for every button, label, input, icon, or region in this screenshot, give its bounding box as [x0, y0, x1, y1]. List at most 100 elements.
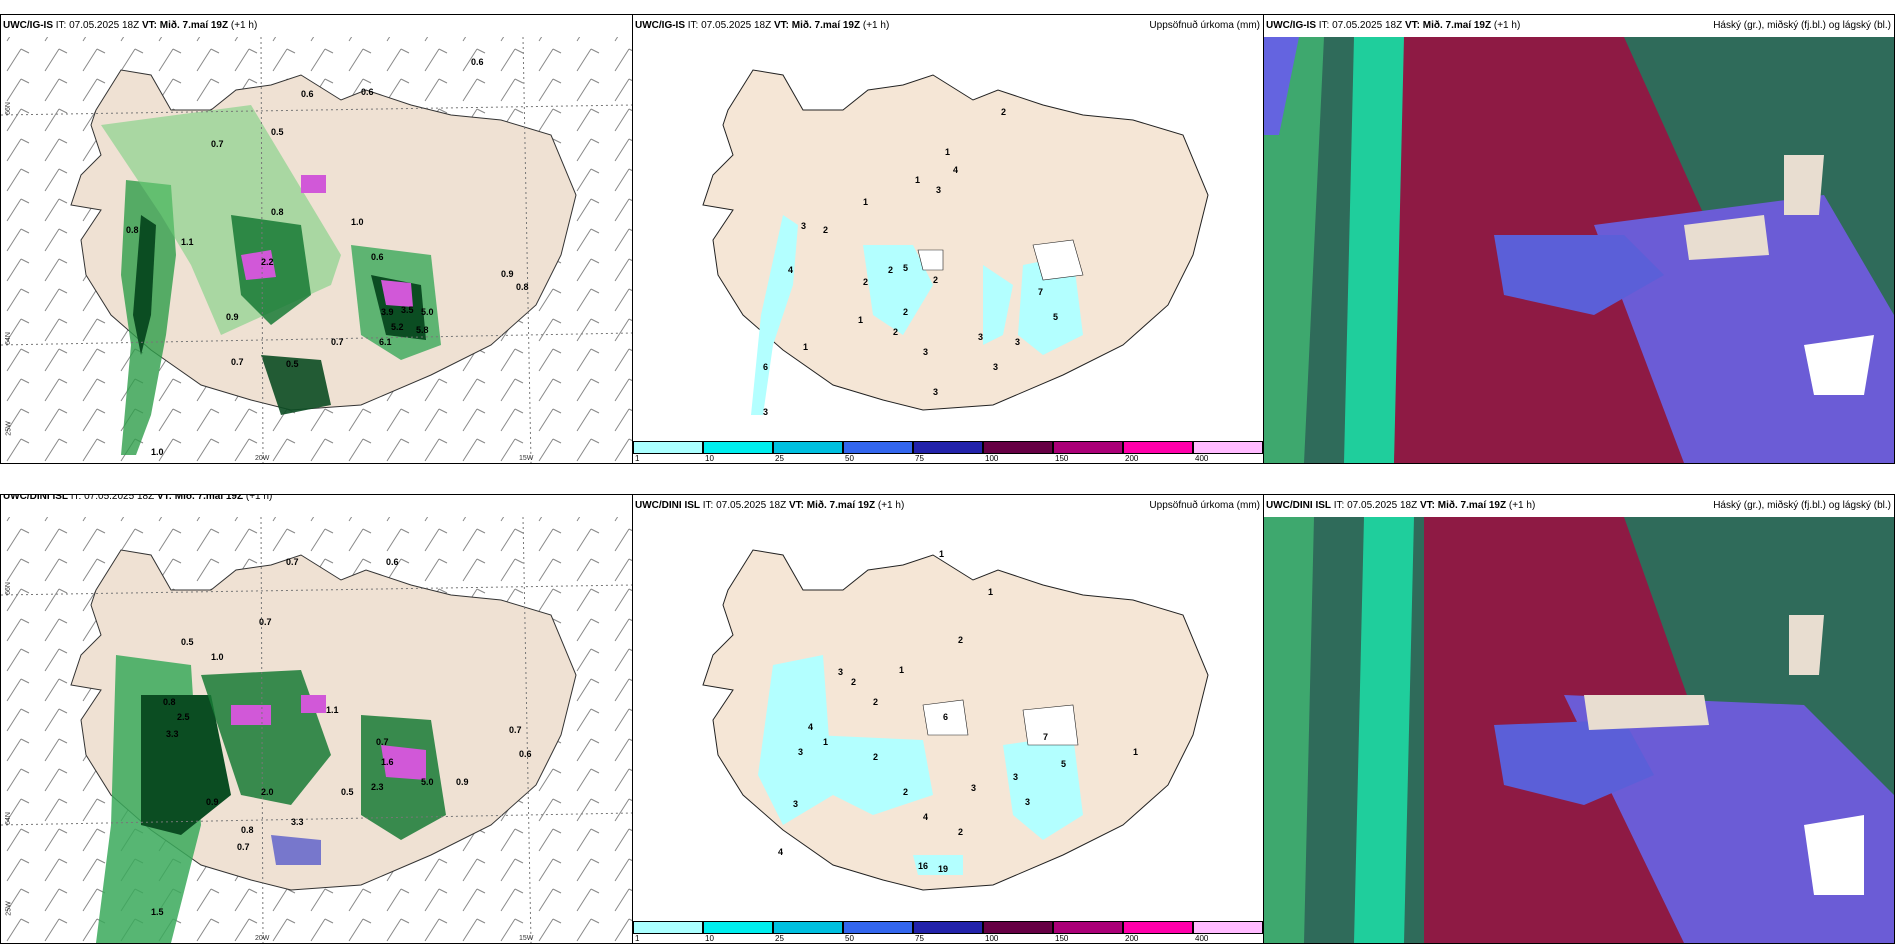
precip-value: 2: [893, 327, 898, 337]
precip-value: 5: [903, 263, 908, 273]
wind-value: 1.0: [351, 217, 364, 227]
panel-precip-bottom: UWC/DINI ISL IT: 07.05.2025 18Z VT: Mið.…: [632, 494, 1264, 944]
lon-label: 15W: [519, 935, 534, 942]
precip-value: 2: [851, 677, 856, 687]
precip-value: 3: [971, 783, 976, 793]
lat-label: 64N: [4, 332, 12, 345]
precip-value: 4: [788, 265, 793, 275]
panel-header: UWC/DINI ISL IT: 07.05.2025 18Z VT: Mið.…: [635, 500, 905, 511]
wind-value: 0.7: [231, 357, 244, 367]
wind-value: 1.1: [181, 237, 194, 247]
precip-value: 3: [933, 387, 938, 397]
colorbar-cell: [703, 441, 773, 454]
precip-value: 1: [988, 587, 993, 597]
wind-value: 0.8: [163, 697, 176, 707]
panel-wind-precip-top: UWC/IG-IS IT: 07.05.2025 18Z VT: Mið. 7.…: [0, 14, 633, 464]
precip-value: 1: [858, 315, 863, 325]
colorbar-tick: 400: [1195, 454, 1209, 463]
wind-value: 0.5: [181, 637, 194, 647]
precip-value: 3: [923, 347, 928, 357]
colorbar-cell: [773, 441, 843, 454]
wind-value: 3.5: [401, 305, 414, 315]
precip-value: 3: [763, 407, 768, 417]
precip-value: 1: [915, 175, 920, 185]
precip-value: 4: [923, 812, 928, 822]
colorbar-tick: 10: [705, 454, 714, 463]
precip-value: 1: [803, 342, 808, 352]
wind-value: 0.5: [271, 127, 284, 137]
panel-header: UWC/DINI ISL IT: 07.05.2025 18Z VT: Mið.…: [1266, 500, 1536, 511]
colorbar-cell: [633, 921, 703, 934]
panel-header: UWC/IG-IS IT: 07.05.2025 18Z VT: Mið. 7.…: [635, 20, 890, 31]
precip-value: 3: [1015, 337, 1020, 347]
lon-label: 15W: [519, 455, 534, 462]
precip-value: 3: [1013, 772, 1018, 782]
map-clouds-bottom: [1264, 517, 1894, 943]
precip-value: 3: [838, 667, 843, 677]
cloud-title: Háský (gr.), miðský (fj.bl.) og lágský (…: [1713, 500, 1891, 511]
precip-value: 3: [936, 185, 941, 195]
wind-value: 0.7: [259, 617, 272, 627]
precip-value: 2: [958, 827, 963, 837]
colorbar-cell: [1193, 921, 1263, 934]
precip-value: 2: [933, 275, 938, 285]
lon-label: 25W: [5, 421, 13, 436]
precip-value: 5: [1053, 312, 1058, 322]
wind-value: 0.6: [361, 87, 374, 97]
precip-value: 2: [958, 635, 963, 645]
panel-clouds-top: UWC/IG-IS IT: 07.05.2025 18Z VT: Mið. 7.…: [1263, 14, 1895, 464]
colorbar-cell: [843, 441, 913, 454]
precip-value: 2: [888, 265, 893, 275]
wind-value: 5.2: [391, 322, 404, 332]
wind-value: 0.7: [211, 139, 224, 149]
wind-value: 0.8: [126, 225, 139, 235]
colorbar-cell: [773, 921, 843, 934]
lon-label: 20W: [255, 455, 270, 462]
precip-value: 7: [1038, 287, 1043, 297]
panel-header: UWC/IG-IS IT: 07.05.2025 18Z VT: Mið. 7.…: [1266, 20, 1521, 31]
colorbar-tick: 50: [845, 934, 854, 943]
colorbar-cell: [983, 921, 1053, 934]
colorbar-tick: 1: [635, 454, 640, 463]
precip-value: 2: [903, 307, 908, 317]
colorbar-cell: [1123, 921, 1193, 934]
cloud-title: Háský (gr.), miðský (fj.bl.) og lágský (…: [1713, 20, 1891, 31]
panel-precip-top: UWC/IG-IS IT: 07.05.2025 18Z VT: Mið. 7.…: [632, 14, 1264, 464]
wind-value: 0.7: [331, 337, 344, 347]
wind-value: 1.0: [151, 447, 164, 457]
colorbar-tick: 75: [915, 934, 924, 943]
wind-value: 2.2: [261, 257, 274, 267]
wind-value: 0.5: [341, 787, 354, 797]
wind-value: 2.5: [177, 712, 190, 722]
colorbar-tick: 150: [1055, 934, 1069, 943]
precip-value: 4: [953, 165, 958, 175]
lat-label: 64N: [4, 812, 12, 825]
wind-value: 1.5: [151, 907, 164, 917]
wind-value: 0.6: [301, 89, 314, 99]
precip-value: 1: [945, 147, 950, 157]
wind-value: 1.6: [381, 757, 394, 767]
precip-value: 3: [993, 362, 998, 372]
precip-colorbar: 1 10 25 50 75 100 150 200 400: [633, 921, 1263, 943]
wind-value: 0.6: [471, 57, 484, 67]
precip-value: 1: [823, 737, 828, 747]
colorbar-tick: 150: [1055, 454, 1069, 463]
panel-header: UWC/IG-IS IT: 07.05.2025 18Z VT: Mið. 7.…: [3, 20, 258, 31]
precip-value: 1: [1133, 747, 1138, 757]
precip-value: 3: [978, 332, 983, 342]
wind-value: 0.7: [237, 842, 250, 852]
wind-value: 2.0: [261, 787, 274, 797]
wind-value: 0.7: [286, 557, 299, 567]
wind-value: 0.7: [376, 737, 389, 747]
wind-value: 3.9: [381, 307, 394, 317]
map-wind-precip-bottom: 0.7 0.6 0.5 1.0 0.7 0.8 2.5 3.3 0.9 1.1 …: [1, 516, 632, 943]
colorbar-tick: 400: [1195, 934, 1209, 943]
map-clouds-top: [1264, 37, 1894, 463]
precip-value: 19: [938, 864, 948, 874]
panel-wind-precip-bottom: UWC/DINI ISL IT: 07.05.2025 18Z VT: Mið.…: [0, 494, 633, 944]
precip-value: 2: [823, 225, 828, 235]
precip-value: 7: [1043, 732, 1048, 742]
colorbar-cell: [843, 921, 913, 934]
lat-label: 66N: [4, 102, 12, 115]
wind-value: 5.8: [416, 325, 429, 335]
